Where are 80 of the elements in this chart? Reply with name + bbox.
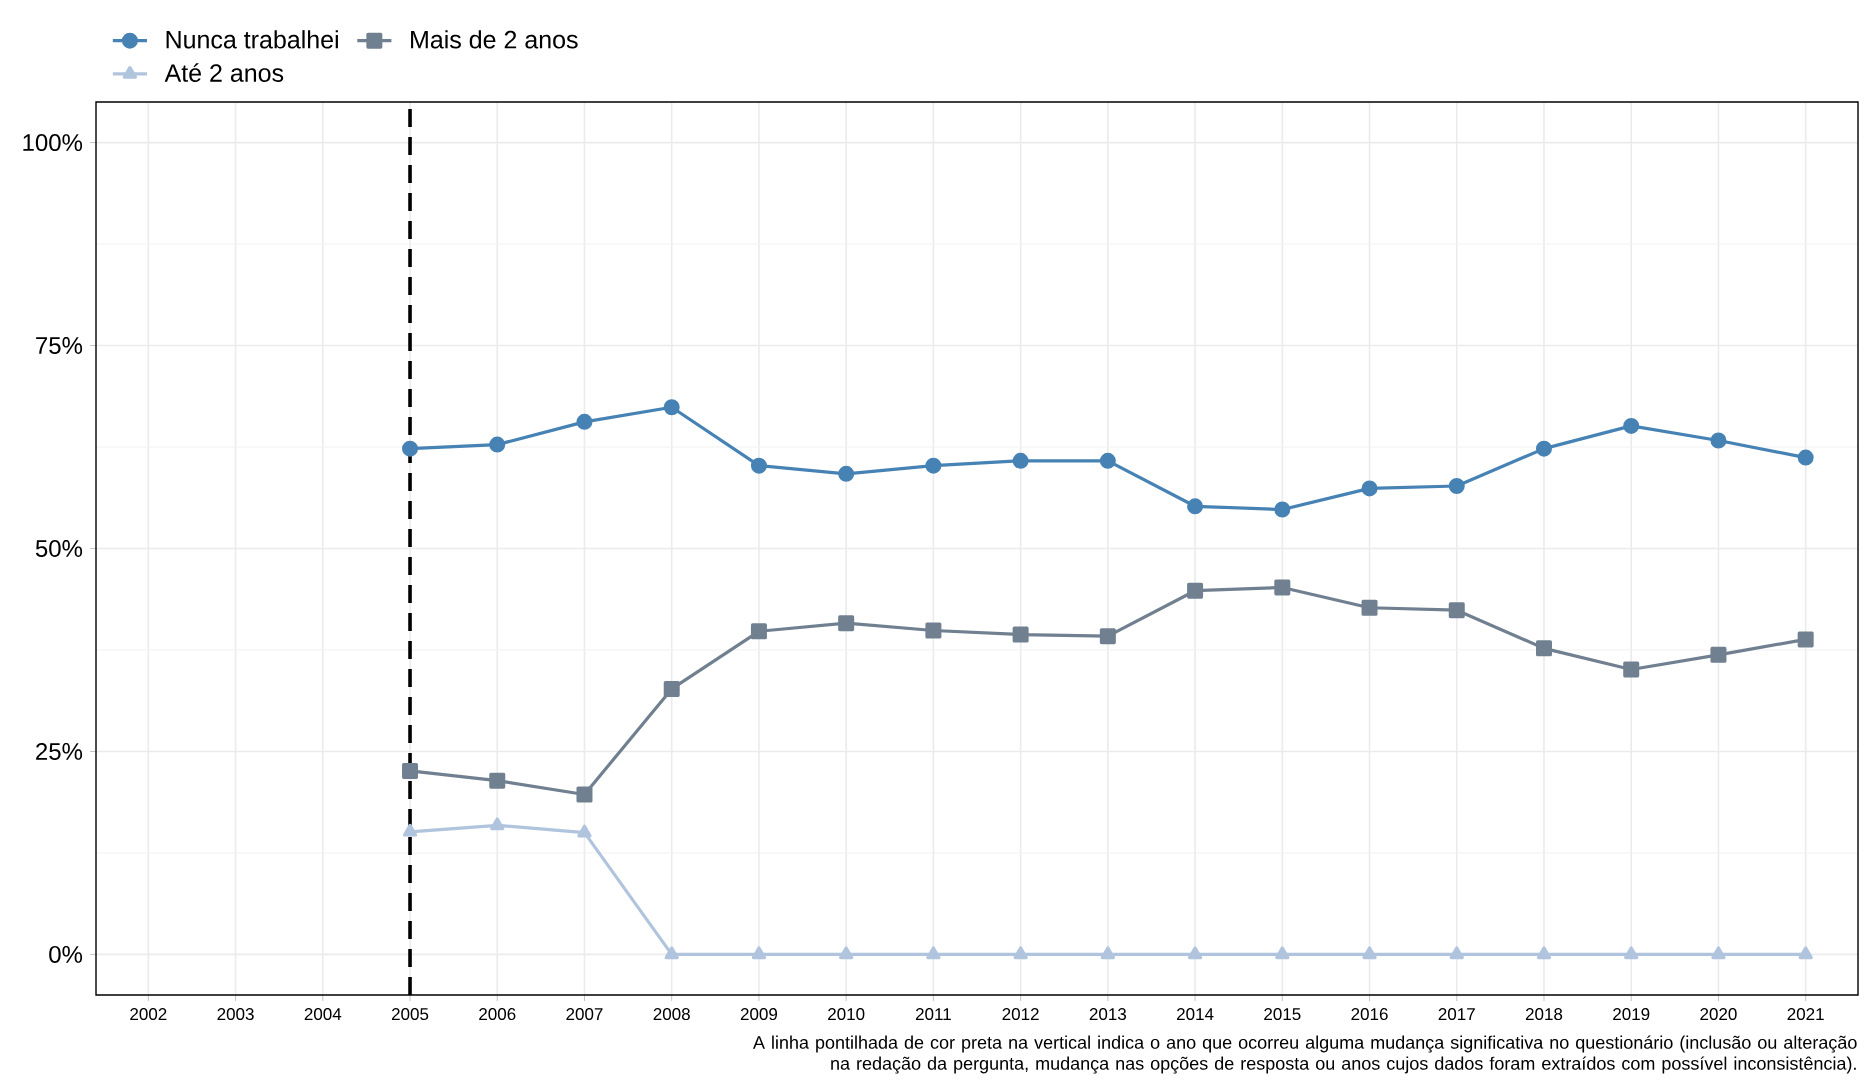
point xyxy=(1623,417,1640,434)
y-tick-label: 50% xyxy=(35,540,83,557)
x-tick-label: 2019 xyxy=(1613,1008,1650,1021)
point xyxy=(751,946,767,960)
x-tick-label: 2009 xyxy=(740,1008,778,1021)
point xyxy=(1274,579,1291,596)
point xyxy=(489,436,506,453)
point xyxy=(1100,946,1115,960)
point xyxy=(750,623,767,640)
x-tick-label: 2005 xyxy=(391,1008,429,1021)
y-tick-label: 25% xyxy=(36,742,83,760)
point xyxy=(1710,432,1727,449)
point xyxy=(1448,477,1465,494)
point xyxy=(1535,640,1552,657)
point xyxy=(1623,661,1640,678)
point xyxy=(1536,946,1552,960)
point xyxy=(1012,626,1029,643)
point xyxy=(838,465,855,482)
point xyxy=(838,615,855,632)
x-tick-label: 2015 xyxy=(1264,1008,1301,1021)
x-tick-label: 2016 xyxy=(1351,1008,1388,1021)
point xyxy=(1711,946,1726,960)
x-tick-label: 2007 xyxy=(566,1008,603,1021)
point xyxy=(1710,646,1727,663)
point xyxy=(1797,449,1814,466)
x-tick-label: 2017 xyxy=(1438,1008,1475,1021)
point xyxy=(1361,480,1378,497)
legend-label: Mais de 2 anos xyxy=(411,30,578,49)
point xyxy=(1275,946,1290,960)
x-tick-label: 2003 xyxy=(217,1008,254,1021)
point xyxy=(1013,946,1028,960)
x-tick-label: 2006 xyxy=(479,1008,516,1021)
point xyxy=(1187,498,1204,515)
x-tick-label: 2010 xyxy=(828,1008,865,1021)
x-tick-label: 2014 xyxy=(1177,1008,1214,1021)
point xyxy=(1448,602,1465,619)
x-tick-label: 2018 xyxy=(1525,1008,1563,1021)
x-tick-label: 2011 xyxy=(915,1008,951,1021)
point xyxy=(1187,946,1203,960)
point xyxy=(1798,946,1813,960)
point xyxy=(926,946,941,960)
x-tick-label: 2021 xyxy=(1787,1008,1824,1021)
legend-label: Até 2 anos xyxy=(164,63,284,82)
text: A linha pontilhada de cor preta na vertical indica o ano que ocorreu alguma mudança significativa no questionário (inclusão ou alteração na redação da pergunta, mudança nas opções de resposta ou anos cujos dados foram extraídos com possível inconsistência). xyxy=(752,1035,1857,1074)
point xyxy=(1797,631,1814,648)
x-tick-label: 2020 xyxy=(1700,1008,1737,1021)
point xyxy=(925,622,942,639)
y-tick-label: 0% xyxy=(49,945,83,963)
point xyxy=(402,823,418,837)
y-tick-label: 100% xyxy=(23,134,83,152)
x-tick-label: 2013 xyxy=(1089,1008,1127,1021)
point xyxy=(663,399,680,416)
x-tick-label: 2012 xyxy=(1002,1008,1039,1021)
point xyxy=(576,413,593,430)
point xyxy=(750,457,767,474)
point xyxy=(925,457,942,474)
point xyxy=(1099,452,1116,469)
point xyxy=(1362,946,1377,960)
point xyxy=(663,680,680,697)
point xyxy=(1012,452,1029,469)
point xyxy=(490,817,505,831)
x-tick-label: 2002 xyxy=(130,1008,167,1021)
legend-label: Nunca trabalhei xyxy=(166,30,338,49)
point xyxy=(839,946,854,960)
x-tick-label: 2004 xyxy=(304,1008,342,1021)
point xyxy=(664,946,679,960)
point xyxy=(1624,946,1639,960)
point xyxy=(577,824,592,838)
point xyxy=(1274,501,1291,518)
point xyxy=(576,786,593,803)
y-tick-label: 75% xyxy=(36,337,83,354)
point xyxy=(1449,946,1464,960)
point xyxy=(1187,582,1204,599)
point xyxy=(402,762,419,779)
point xyxy=(1361,599,1378,616)
point xyxy=(402,440,419,457)
point xyxy=(489,772,506,789)
point xyxy=(1535,440,1552,457)
point xyxy=(1099,628,1116,645)
x-tick-label: 2008 xyxy=(653,1008,690,1021)
